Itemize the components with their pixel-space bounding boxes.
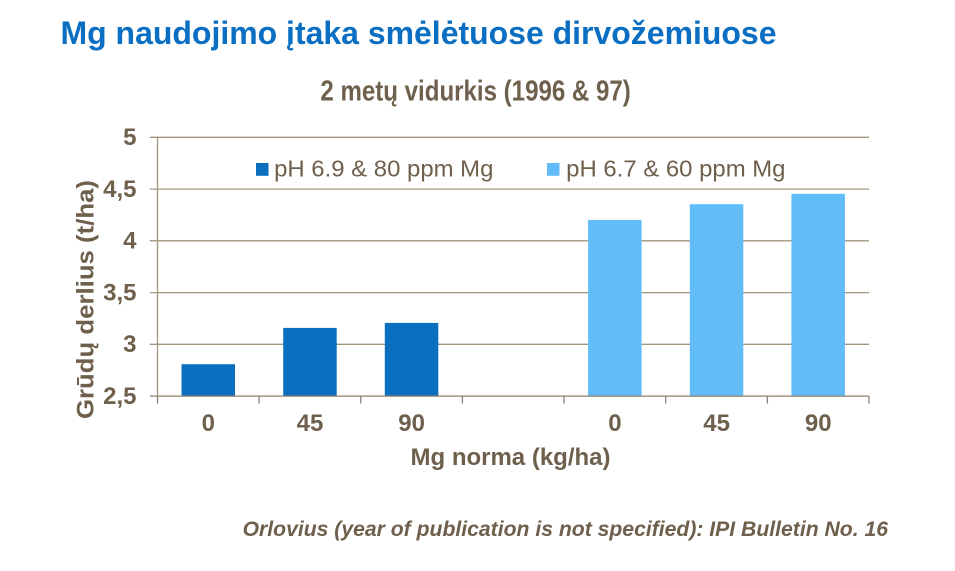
svg-text:4,5: 4,5 [103, 176, 136, 203]
svg-text:Mg norma (kg/ha): Mg norma (kg/ha) [411, 444, 611, 471]
svg-text:90: 90 [805, 410, 832, 437]
svg-text:45: 45 [297, 410, 324, 437]
svg-text:3: 3 [123, 331, 136, 358]
svg-text:4: 4 [123, 228, 137, 255]
svg-text:3,5: 3,5 [103, 279, 136, 306]
svg-text:2,5: 2,5 [103, 383, 136, 410]
svg-text:Grūdų derlius (t/ha): Grūdų derlius (t/ha) [73, 180, 100, 419]
svg-text:2 metų vidurkis (1996 & 97): 2 metų vidurkis (1996 & 97) [320, 76, 630, 108]
svg-text:0: 0 [202, 410, 215, 437]
svg-text:45: 45 [703, 410, 730, 437]
svg-text:5: 5 [123, 124, 136, 151]
svg-text:0: 0 [608, 410, 621, 437]
svg-text:pH 6.9 & 80 ppm Mg: pH 6.9 & 80 ppm Mg [274, 156, 493, 182]
svg-text:Orlovius (year of publication: Orlovius (year of publication is not spe… [243, 518, 889, 541]
svg-text:90: 90 [398, 410, 425, 437]
svg-text:Mg naudojimo įtaka smėlėtuose: Mg naudojimo įtaka smėlėtuose dirvožemiu… [61, 15, 777, 51]
svg-text:pH 6.7 & 60 ppm Mg: pH 6.7 & 60 ppm Mg [566, 156, 785, 182]
